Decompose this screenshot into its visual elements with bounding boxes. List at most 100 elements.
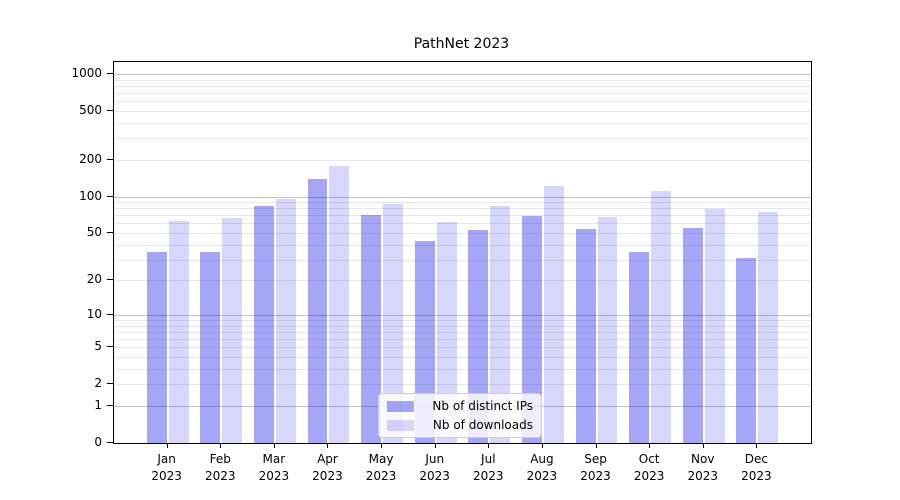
bar-downloads-mar [275,198,296,443]
bar-downloads-nov [704,208,725,443]
minor-gridline [114,122,811,124]
bar-downloads-oct [651,191,672,443]
bar-distinct-ips-sep [575,228,596,443]
minor-gridline [114,208,811,210]
bar-downloads-jul [490,206,511,443]
x-tick-label-jul: Jul 2023 [473,452,504,483]
bar-distinct-ips-apr [307,178,328,443]
minor-gridline [114,331,811,333]
x-tick-mark [220,443,222,448]
y-tick-label-1: 1 [94,397,102,412]
x-tick-label-nov: Nov 2023 [687,452,719,483]
bar-downloads-jun [436,221,457,443]
minor-gridline [114,347,811,349]
x-tick-label-may: May 2023 [365,452,397,483]
bar-downloads-dec [758,212,779,443]
legend-swatch-distinct-ips [387,400,414,412]
x-tick-label-jun: Jun 2023 [419,452,450,483]
bar-downloads-jan [168,220,189,443]
x-tick-label-sep: Sep 2023 [580,452,611,483]
y-tick-mark [107,346,114,348]
y-tick-label-20: 20 [86,272,102,287]
x-tick-mark [488,443,490,448]
bar-distinct-ips-nov [682,228,703,443]
chart-title: PathNet 2023 [413,36,510,52]
x-tick-mark [756,443,758,448]
minor-gridline [114,357,811,359]
minor-gridline [114,320,811,322]
x-tick-label-dec: Dec 2023 [741,452,772,483]
bar-distinct-ips-feb [200,251,221,443]
x-tick-mark [541,443,543,448]
minor-gridline [114,325,811,327]
y-tick-label-50: 50 [86,225,102,240]
minor-gridline [114,280,811,282]
x-tick-label-jan: Jan 2023 [151,452,182,483]
y-tick-mark [107,404,114,406]
minor-gridline [114,215,811,217]
y-tick-mark [107,279,114,281]
legend-label: Nb of downloads [432,418,533,432]
bar-downloads-sep [597,216,618,443]
bar-distinct-ips-oct [629,251,650,443]
minor-gridline [114,233,811,235]
minor-gridline [114,339,811,341]
y-tick-mark [107,313,114,315]
bar-downloads-aug [543,185,564,443]
y-tick-label-500: 500 [79,102,102,117]
x-tick-mark [327,443,329,448]
bar-distinct-ips-aug [521,216,542,443]
bar-downloads-apr [329,166,350,443]
minor-gridline [114,259,811,261]
x-tick-mark [434,443,436,448]
bar-downloads-may [383,203,403,443]
minor-gridline [114,138,811,140]
legend-label: Nb of distinct IPs [432,399,533,413]
plot-area [113,61,812,444]
legend: Nb of distinct IPs Nb of downloads [378,393,542,438]
y-tick-label-10: 10 [86,306,102,321]
bar-distinct-ips-jan [146,251,167,443]
y-tick-mark [107,232,114,234]
bar-distinct-ips-dec [736,257,757,443]
y-tick-mark [107,195,114,197]
major-gridline [114,74,811,76]
minor-gridline [114,368,811,370]
x-tick-mark [166,443,168,448]
y-tick-label-200: 200 [79,151,102,166]
x-tick-mark [595,443,597,448]
bar-downloads-feb [222,218,243,443]
x-tick-label-oct: Oct 2023 [633,452,665,483]
y-tick-label-2: 2 [94,376,102,391]
x-tick-label-feb: Feb 2023 [204,452,236,483]
x-tick-mark [273,443,275,448]
bar-distinct-ips-mar [253,206,274,443]
x-tick-mark [649,443,651,448]
minor-gridline [114,85,811,87]
minor-gridline [114,93,811,95]
major-gridline [114,196,811,198]
y-tick-label-5: 5 [94,339,102,354]
minor-gridline [114,223,811,225]
x-tick-label-aug: Aug 2023 [526,452,558,483]
minor-gridline [114,202,811,204]
y-tick-label-1000: 1000 [71,66,102,81]
y-tick-label-0: 0 [94,435,102,449]
y-tick-mark [107,442,114,443]
minor-gridline [114,101,811,103]
legend-swatch-downloads [387,419,414,431]
y-tick-label-100: 100 [79,188,102,203]
bar-distinct-ips-may [361,214,382,443]
bar-distinct-ips-jul [468,229,489,443]
minor-gridline [114,384,811,386]
x-tick-mark [381,443,383,448]
x-tick-label-apr: Apr 2023 [312,452,343,483]
x-tick-label-mar: Mar 2023 [258,452,290,483]
y-tick-mark [107,73,114,75]
major-gridline [114,314,811,316]
bar-distinct-ips-jun [414,240,435,443]
legend-row: Nb of distinct IPs [387,399,533,414]
minor-gridline [114,79,811,81]
minor-gridline [114,110,811,112]
